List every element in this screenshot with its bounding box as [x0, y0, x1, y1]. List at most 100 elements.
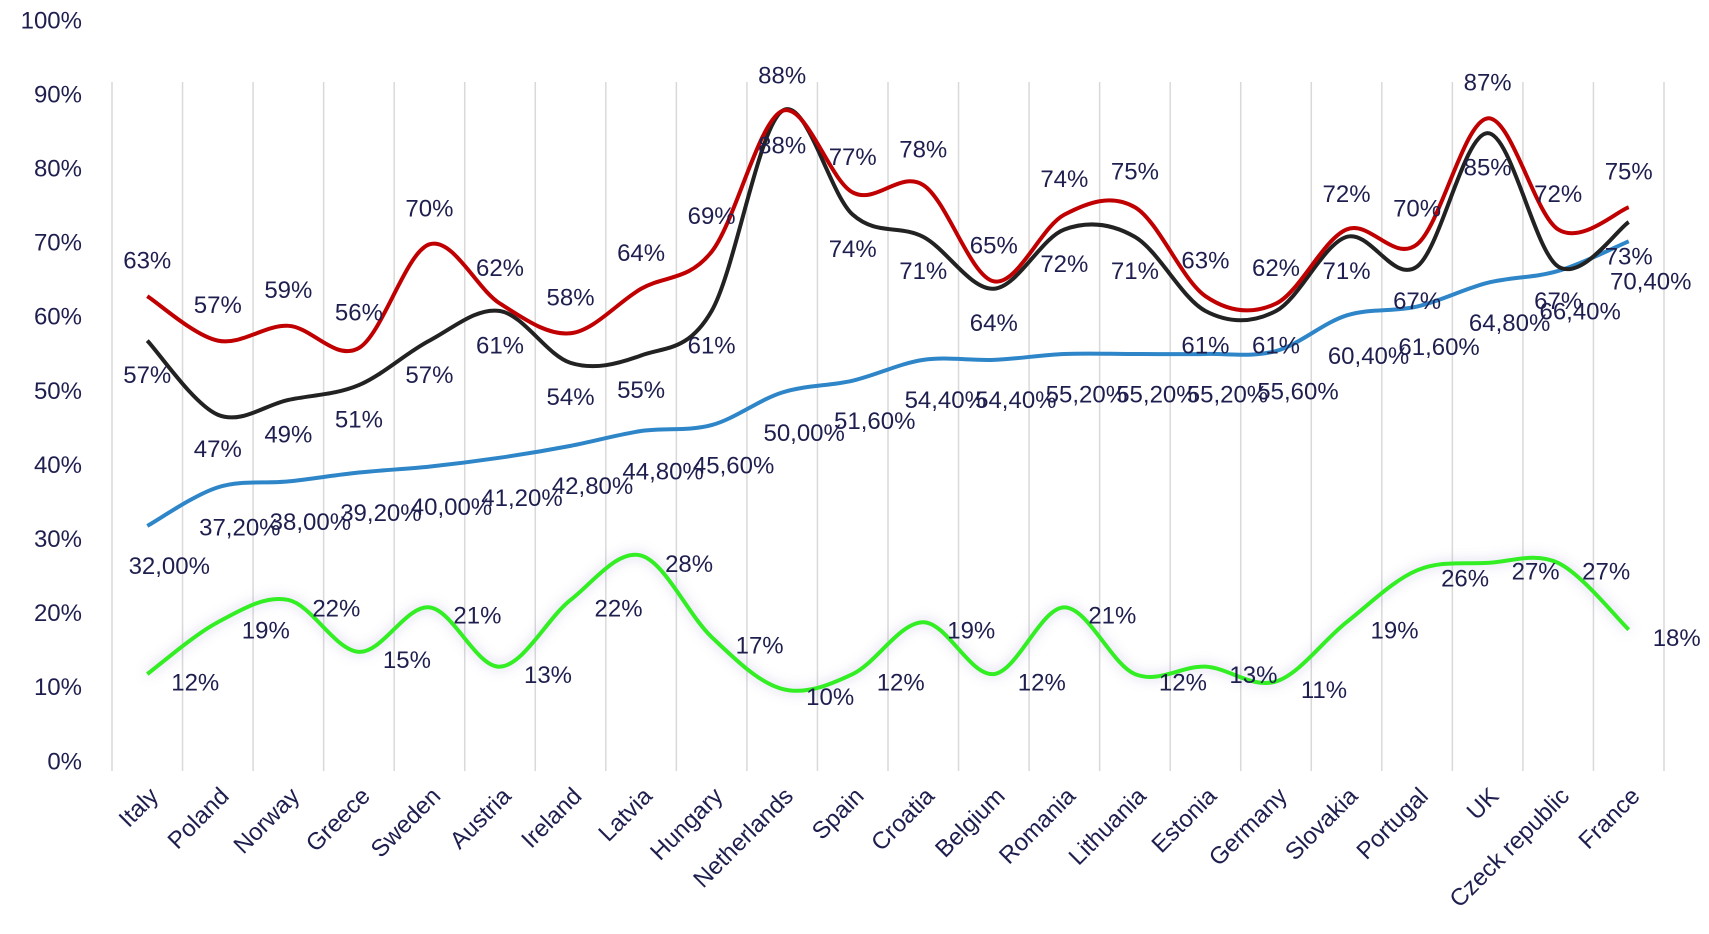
- data-label: 77%: [829, 144, 877, 171]
- y-tick-label: 50%: [34, 378, 82, 405]
- data-label: 70%: [1393, 196, 1441, 223]
- data-label: 74%: [829, 236, 877, 263]
- data-label: 49%: [264, 421, 312, 448]
- data-label: 12%: [171, 669, 219, 696]
- data-label: 27%: [1582, 558, 1630, 585]
- data-label: 19%: [242, 618, 290, 645]
- y-tick-label: 40%: [34, 452, 82, 479]
- data-label: 62%: [1252, 255, 1300, 282]
- data-label: 55,20%: [1116, 381, 1197, 408]
- data-label: 54,40%: [975, 387, 1056, 414]
- data-label: 11%: [1301, 677, 1347, 704]
- data-label: 42,80%: [552, 473, 633, 500]
- data-label: 67%: [1393, 288, 1441, 315]
- data-label: 47%: [194, 436, 242, 463]
- data-label: 57%: [405, 362, 453, 389]
- data-label: 17%: [736, 632, 784, 659]
- data-label: 54,40%: [905, 387, 986, 414]
- line-series: [146, 108, 1630, 354]
- data-label: 22%: [312, 595, 360, 622]
- data-label: 55,20%: [1046, 381, 1127, 408]
- data-label: 58%: [547, 285, 595, 312]
- data-label: 15%: [383, 647, 431, 674]
- data-label: 61%: [688, 332, 736, 359]
- x-tick-label: Sweden: [366, 783, 446, 863]
- data-label: 10%: [806, 684, 854, 711]
- data-label: 65%: [970, 233, 1018, 260]
- data-label: 54%: [547, 384, 595, 411]
- x-tick-label: Germany: [1204, 783, 1293, 872]
- data-label: 85%: [1464, 154, 1512, 181]
- y-tick-label: 10%: [34, 674, 82, 701]
- y-tick-label: 100%: [21, 7, 82, 34]
- x-tick-label: Czeck republic: [1445, 783, 1575, 913]
- data-label: 28%: [665, 551, 713, 578]
- line-series: [146, 552, 1631, 693]
- data-label: 37,20%: [199, 515, 280, 542]
- x-tick-label: Spain: [807, 783, 870, 846]
- data-label: 59%: [264, 277, 312, 304]
- x-tick-label: Ireland: [516, 783, 587, 854]
- data-label: 72%: [1534, 181, 1582, 208]
- data-label: 12%: [1159, 669, 1207, 696]
- y-tick-label: 20%: [34, 600, 82, 627]
- x-tick-label: Norway: [228, 783, 305, 860]
- data-label: 73%: [1605, 243, 1653, 270]
- data-label: 13%: [524, 662, 572, 689]
- data-label: 12%: [877, 669, 925, 696]
- data-label: 88%: [758, 62, 806, 89]
- x-tick-label: Lithuania: [1064, 782, 1152, 870]
- data-label: 18%: [1653, 625, 1701, 652]
- data-label: 56%: [335, 299, 383, 326]
- data-label: 62%: [476, 255, 524, 282]
- data-label: 61%: [1252, 332, 1300, 359]
- data-label: 40,00%: [411, 494, 492, 521]
- data-label: 71%: [1111, 258, 1159, 285]
- data-label: 63%: [1181, 248, 1229, 275]
- data-label: 87%: [1464, 70, 1512, 97]
- x-tick-label: Slovakia: [1280, 782, 1364, 866]
- data-label: 21%: [453, 603, 501, 630]
- y-tick-label: 70%: [34, 230, 82, 257]
- x-tick-label: France: [1574, 783, 1646, 855]
- data-label: 75%: [1605, 159, 1653, 186]
- y-tick-label: 60%: [34, 304, 82, 331]
- x-tick-label: Austria: [445, 782, 517, 854]
- data-label: 64%: [617, 240, 665, 267]
- x-tick-label: UK: [1462, 783, 1505, 826]
- data-label: 55%: [617, 377, 665, 404]
- data-label: 55,60%: [1257, 378, 1338, 405]
- data-label: 51%: [335, 406, 383, 433]
- y-tick-label: 80%: [34, 156, 82, 183]
- data-label: 61%: [1181, 332, 1229, 359]
- data-label: 41,20%: [481, 485, 562, 512]
- data-label: 71%: [1323, 258, 1371, 285]
- y-tick-label: 30%: [34, 526, 82, 553]
- y-tick-label: 90%: [34, 81, 82, 108]
- data-label: 70%: [405, 196, 453, 223]
- data-label: 75%: [1111, 159, 1159, 186]
- line-series: [146, 239, 1630, 528]
- data-label: 55,20%: [1187, 381, 1268, 408]
- data-label: 78%: [899, 136, 947, 163]
- y-tick-label: 0%: [47, 748, 82, 775]
- data-label: 39,20%: [340, 500, 421, 527]
- data-label: 44,80%: [622, 458, 703, 485]
- data-label: 70,40%: [1610, 269, 1691, 296]
- x-tick-label: Portugal: [1352, 783, 1434, 865]
- line-series: [145, 107, 1630, 420]
- data-label: 72%: [1040, 251, 1088, 278]
- data-label: 32,00%: [129, 553, 210, 580]
- data-label: 60,40%: [1328, 343, 1409, 370]
- x-tick-label: Poland: [163, 783, 235, 855]
- data-label: 12%: [1018, 669, 1066, 696]
- data-label: 27%: [1512, 558, 1560, 585]
- x-tick-label: Latvia: [593, 782, 658, 847]
- data-label: 57%: [194, 292, 242, 319]
- x-tick-label: Italy: [114, 783, 164, 833]
- data-label: 74%: [1040, 166, 1088, 193]
- data-label: 51,60%: [834, 408, 915, 435]
- data-label: 63%: [123, 248, 171, 275]
- data-label: 61,60%: [1398, 334, 1479, 361]
- x-tick-label: Croatia: [866, 782, 940, 856]
